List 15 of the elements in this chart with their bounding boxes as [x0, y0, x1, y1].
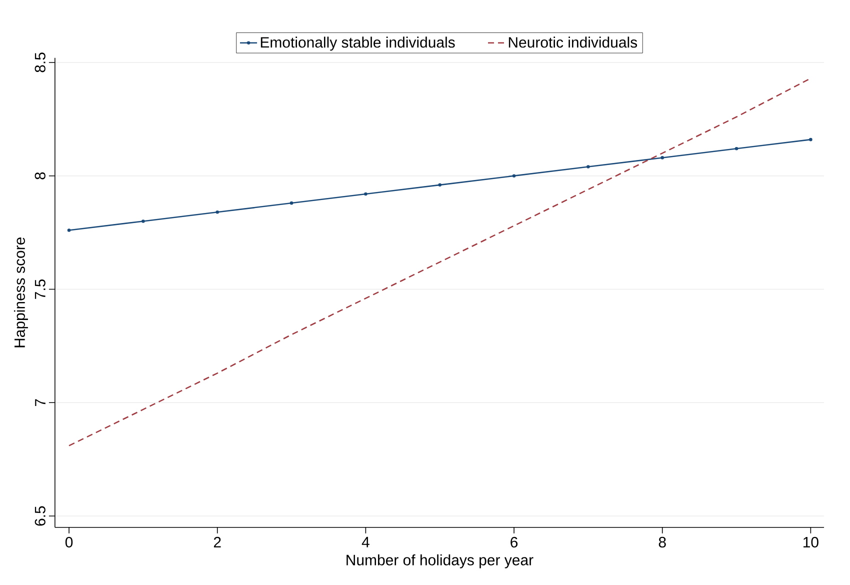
legend-label: Emotionally stable individuals	[260, 36, 455, 50]
y-tick-label: 6.5	[34, 506, 46, 526]
y-tick-label: 7	[35, 399, 46, 406]
x-tick-label: 2	[214, 536, 221, 548]
x-tick-label: 6	[510, 536, 518, 548]
y-tick-label: 7.5	[34, 279, 46, 299]
x-tick-label: 4	[362, 536, 370, 548]
x-tick-label: 0	[65, 536, 73, 548]
x-axis-title: Number of holidays per year	[346, 554, 534, 568]
x-tick-label: 8	[658, 536, 666, 548]
x-tick-label: 10	[803, 536, 818, 548]
legend-label: Neurotic individuals	[508, 36, 638, 48]
y-tick-label: 8.5	[34, 52, 46, 72]
y-tick-label: 8	[34, 172, 46, 180]
y-axis-title: Happiness score	[14, 237, 28, 348]
